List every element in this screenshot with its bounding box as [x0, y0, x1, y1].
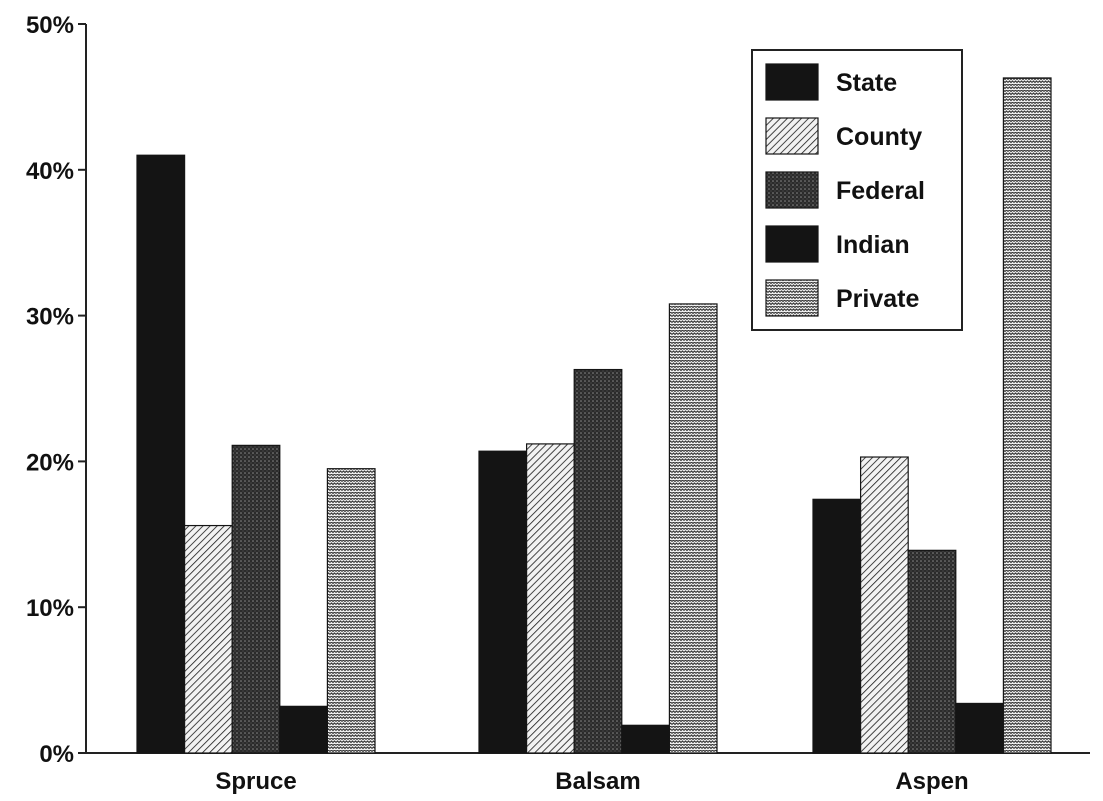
bars [136, 77, 1052, 754]
bar-balsam-federal [573, 368, 623, 754]
y-tick-labels: 0% 10% 20% 30% 40% 50% [26, 12, 86, 768]
y-tick-label: 40% [26, 158, 74, 185]
category-label: Aspen [895, 768, 968, 795]
bar-balsam-state [478, 450, 528, 754]
legend-label: County [836, 123, 922, 151]
category-labels: Spruce Balsam Aspen [215, 768, 968, 795]
bar-aspen-state [812, 498, 862, 754]
bar-aspen-federal [907, 549, 957, 754]
bar-spruce-federal [231, 444, 281, 754]
legend-swatch-federal [765, 171, 819, 209]
legend-swatch-county [765, 117, 819, 155]
legend-swatch-private [765, 279, 819, 317]
legend-swatch-indian [765, 225, 819, 263]
y-tick-label: 0% [39, 741, 74, 768]
bar-spruce-private [326, 468, 376, 754]
bar-aspen-private [1002, 77, 1052, 754]
legend-label: Federal [836, 177, 925, 205]
y-tick-label: 20% [26, 449, 74, 476]
bar-aspen-indian [955, 702, 1004, 754]
bar-balsam-indian [621, 724, 670, 754]
y-tick-label: 30% [26, 304, 74, 331]
bar-balsam-private [668, 303, 718, 754]
bar-spruce-state [136, 154, 186, 754]
y-tick-label: 50% [26, 12, 74, 39]
legend-label: State [836, 69, 897, 97]
bar-spruce-indian [279, 705, 328, 754]
legend-label: Private [836, 285, 919, 313]
legend: State County Federal Indian Private [751, 49, 963, 331]
category-label: Balsam [555, 768, 640, 795]
category-label: Spruce [215, 768, 296, 795]
legend-swatch-state [765, 63, 819, 101]
legend-label: Indian [836, 231, 910, 259]
bar-aspen-county [859, 456, 909, 754]
bar-balsam-county [525, 443, 575, 754]
bar-spruce-county [184, 524, 233, 754]
y-tick-label: 10% [26, 595, 74, 622]
